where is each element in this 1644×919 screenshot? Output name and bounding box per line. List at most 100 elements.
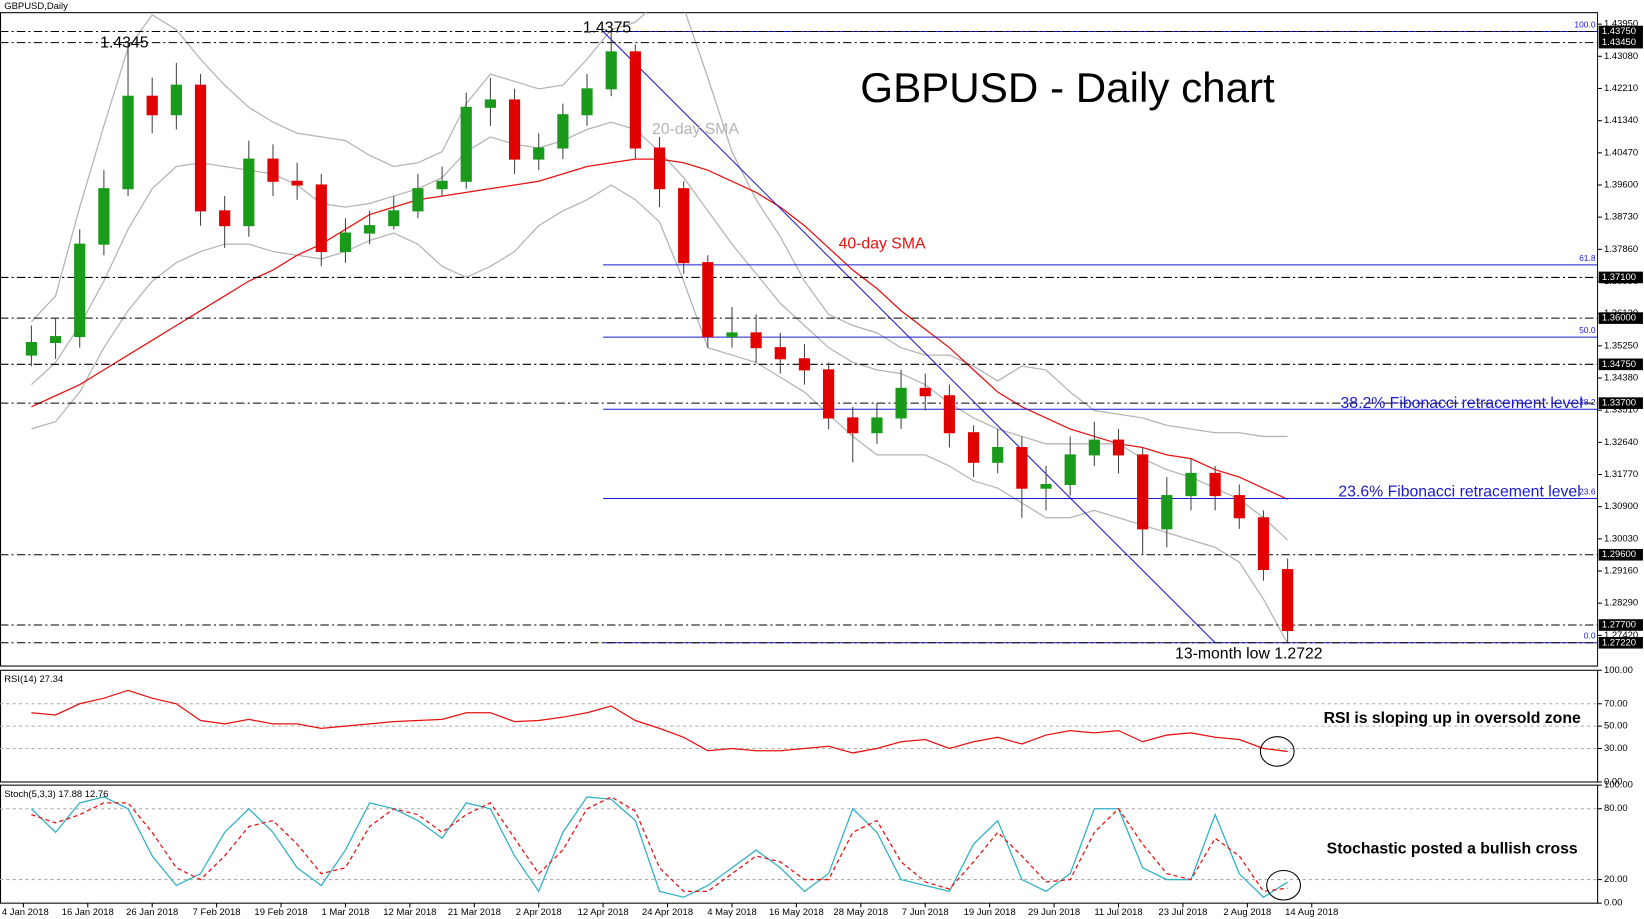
annotation: 1.4345 — [100, 34, 149, 51]
candle-body — [1088, 439, 1100, 456]
indicator-label: RSI(14) 27.34 — [4, 674, 63, 685]
level-label: 1.27700 — [1602, 620, 1636, 631]
candle-body — [943, 395, 955, 434]
annotation: 13-month low 1.2722 — [1175, 646, 1323, 663]
x-tick-label: 14 Aug 2018 — [1285, 907, 1338, 918]
y-tick-label: 1.29160 — [1604, 566, 1638, 577]
candle-body — [388, 210, 400, 227]
candle-body — [508, 99, 521, 160]
y-tick-label: 1.38730 — [1604, 212, 1638, 223]
annotation: 20-day SMA — [652, 121, 739, 138]
x-tick-label: 16 Jan 2018 — [62, 907, 114, 918]
series-line — [30, 12, 1288, 438]
y-tick-label: 1.28290 — [1604, 598, 1638, 609]
x-tick-label: 1 Mar 2018 — [322, 907, 370, 918]
level-label: 1.36000 — [1602, 313, 1636, 324]
candle-body — [1137, 454, 1149, 530]
x-tick-label: 4 Jan 2018 — [2, 907, 49, 918]
y-tick-label: 1.40470 — [1604, 147, 1638, 158]
candle-body — [315, 184, 327, 253]
candle-body — [678, 188, 690, 264]
candle-body — [919, 387, 931, 397]
candle-body — [533, 147, 545, 160]
x-tick-label: 19 Jun 2018 — [964, 907, 1016, 918]
candle-body — [74, 243, 86, 338]
y-tick-label: 20.00 — [1604, 874, 1628, 885]
candle-body — [194, 84, 207, 212]
x-tick-label: 7 Feb 2018 — [193, 907, 241, 918]
y-tick-label: 100.00 — [1604, 665, 1633, 676]
candle-body — [798, 358, 811, 371]
x-tick-label: 24 Apr 2018 — [642, 907, 693, 918]
y-tick-label: 1.34380 — [1604, 373, 1638, 384]
fib-label: 61.8 — [1579, 253, 1596, 263]
x-tick-label: 2 Apr 2018 — [516, 907, 562, 918]
annotation: 38.2% Fibonacci retracement level — [1341, 395, 1583, 412]
candle-body — [1185, 472, 1197, 497]
panel-frame — [0, 784, 1599, 904]
chart-title: GBPUSD - Daily chart — [860, 64, 1275, 111]
y-tick-label: 1.31770 — [1604, 469, 1638, 480]
level-label: 1.29600 — [1602, 549, 1636, 560]
candle-body — [605, 51, 617, 90]
x-tick-label: 16 May 2018 — [769, 907, 824, 918]
fib-label: 38.2 — [1579, 397, 1596, 407]
series-line — [30, 796, 1288, 899]
y-tick-label: 1.30900 — [1604, 501, 1638, 512]
level-label: 1.33700 — [1602, 398, 1636, 409]
annotation: 23.6% Fibonacci retracement level — [1338, 483, 1580, 500]
y-tick-label: 80.00 — [1604, 803, 1628, 814]
y-tick-label: 100.00 — [1604, 780, 1633, 791]
candle-body — [339, 232, 352, 253]
candle-body — [581, 88, 593, 116]
y-tick-label: 0.00 — [1604, 776, 1622, 787]
panel-frame — [0, 12, 1599, 667]
fib-label: 0.0 — [1584, 631, 1596, 641]
candle-body — [25, 341, 38, 356]
candle-body — [557, 114, 569, 149]
x-tick-label: 19 Feb 2018 — [254, 907, 307, 918]
candle-body — [992, 446, 1004, 463]
y-tick-label: 0.00 — [1604, 898, 1622, 909]
candle-body — [291, 180, 303, 186]
candle-body — [774, 347, 786, 360]
indicator-label: Stoch(5,3,3) 17.88 12.76 — [4, 789, 108, 800]
candle-body — [629, 51, 641, 149]
candle-body — [98, 188, 110, 245]
highlight-circle — [1259, 736, 1295, 767]
x-tick-label: 12 Mar 2018 — [383, 907, 436, 918]
y-tick-label: 1.33510 — [1604, 405, 1638, 416]
candle-body — [146, 95, 158, 116]
candle-body — [1209, 472, 1221, 497]
candle-body — [847, 417, 859, 434]
series-line — [31, 689, 1288, 754]
candle-body — [895, 387, 907, 419]
y-tick-label: 1.42210 — [1604, 83, 1638, 94]
level-label-box — [1598, 271, 1643, 284]
fib-label: 100.0 — [1574, 19, 1595, 29]
candle-body — [1064, 454, 1076, 486]
candle-body — [1112, 439, 1125, 456]
y-tick-label: 1.27420 — [1604, 630, 1638, 641]
trendline — [602, 31, 1216, 644]
series-line — [31, 184, 1289, 644]
candle-body — [49, 336, 62, 344]
y-tick-label: 1.37860 — [1604, 244, 1638, 255]
series-line — [31, 796, 1288, 893]
candle-body — [436, 180, 448, 190]
annotation: 40-day SMA — [839, 236, 926, 253]
candle-body — [170, 84, 182, 116]
candle-body — [1161, 495, 1173, 530]
highlight-circle — [1266, 869, 1301, 901]
level-label: 1.34750 — [1602, 359, 1636, 370]
level-label-box — [1598, 548, 1643, 561]
candle-body — [653, 147, 666, 190]
candle-body — [702, 262, 714, 338]
level-label: 1.37100 — [1602, 272, 1636, 283]
level-label: 1.27220 — [1602, 637, 1636, 648]
x-tick-label: 28 May 2018 — [833, 907, 888, 918]
candle-body — [267, 158, 279, 182]
x-tick-label: 21 Mar 2018 — [448, 907, 501, 918]
